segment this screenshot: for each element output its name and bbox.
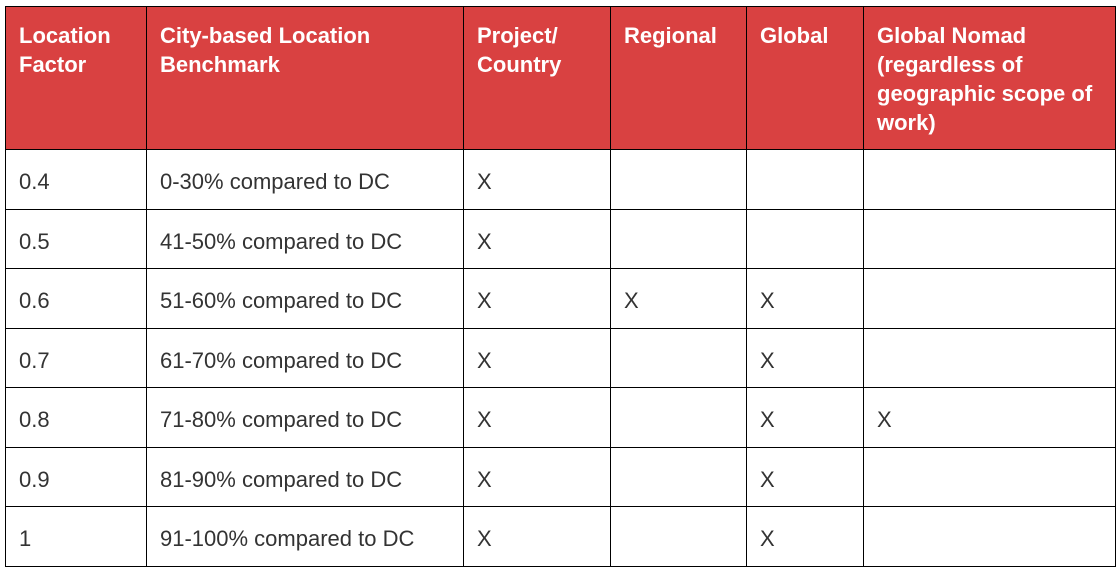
cell-global (746, 149, 864, 210)
table-row: 0.8 71-80% compared to DC X X X (5, 387, 1116, 448)
cell-regional: X (610, 268, 747, 329)
cell-global-nomad (863, 327, 1116, 388)
cell-city-benchmark: 41-50% compared to DC (146, 208, 464, 269)
cell-location-factor: 0.4 (5, 149, 147, 210)
header-global: Global (746, 6, 864, 150)
cell-global: X (746, 446, 864, 507)
table-row: 0.5 41-50% compared to DC X (5, 208, 1116, 269)
header-regional: Regional (610, 6, 747, 150)
cell-regional (610, 149, 747, 210)
header-location-factor: Location Factor (5, 6, 147, 150)
header-project-country: Project/ Country (463, 6, 611, 150)
table-row: 0.4 0-30% compared to DC X (5, 149, 1116, 210)
header-city-benchmark: City-based Location Benchmark (146, 6, 464, 150)
table-row: 1 91-100% compared to DC X X (5, 506, 1116, 567)
cell-city-benchmark: 81-90% compared to DC (146, 446, 464, 507)
table-row: 0.9 81-90% compared to DC X X (5, 446, 1116, 507)
cell-regional (610, 327, 747, 388)
header-row: Location Factor City-based Location Benc… (5, 6, 1116, 150)
table-row: 0.7 61-70% compared to DC X X (5, 327, 1116, 388)
table-header: Location Factor City-based Location Benc… (5, 6, 1116, 150)
cell-location-factor: 0.8 (5, 387, 147, 448)
cell-global: X (746, 387, 864, 448)
cell-project-country: X (463, 387, 611, 448)
cell-global: X (746, 327, 864, 388)
cell-global (746, 208, 864, 269)
cell-location-factor: 0.9 (5, 446, 147, 507)
cell-global-nomad (863, 208, 1116, 269)
cell-location-factor: 0.6 (5, 268, 147, 329)
cell-global: X (746, 506, 864, 567)
cell-global-nomad (863, 506, 1116, 567)
cell-global-nomad (863, 268, 1116, 329)
header-global-nomad: Global Nomad (regardless of geographic s… (863, 6, 1116, 150)
cell-city-benchmark: 91-100% compared to DC (146, 506, 464, 567)
cell-project-country: X (463, 268, 611, 329)
cell-location-factor: 1 (5, 506, 147, 567)
cell-global-nomad (863, 149, 1116, 210)
cell-project-country: X (463, 208, 611, 269)
location-factor-table: Location Factor City-based Location Benc… (5, 6, 1116, 567)
cell-location-factor: 0.5 (5, 208, 147, 269)
cell-regional (610, 506, 747, 567)
cell-city-benchmark: 61-70% compared to DC (146, 327, 464, 388)
cell-regional (610, 208, 747, 269)
cell-regional (610, 387, 747, 448)
cell-project-country: X (463, 506, 611, 567)
table-row: 0.6 51-60% compared to DC X X X (5, 268, 1116, 329)
cell-project-country: X (463, 446, 611, 507)
cell-global-nomad: X (863, 387, 1116, 448)
cell-project-country: X (463, 149, 611, 210)
cell-location-factor: 0.7 (5, 327, 147, 388)
table-body: 0.4 0-30% compared to DC X 0.5 41-50% co… (5, 149, 1116, 567)
cell-global: X (746, 268, 864, 329)
cell-city-benchmark: 71-80% compared to DC (146, 387, 464, 448)
cell-project-country: X (463, 327, 611, 388)
cell-regional (610, 446, 747, 507)
cell-city-benchmark: 0-30% compared to DC (146, 149, 464, 210)
cell-city-benchmark: 51-60% compared to DC (146, 268, 464, 329)
cell-global-nomad (863, 446, 1116, 507)
